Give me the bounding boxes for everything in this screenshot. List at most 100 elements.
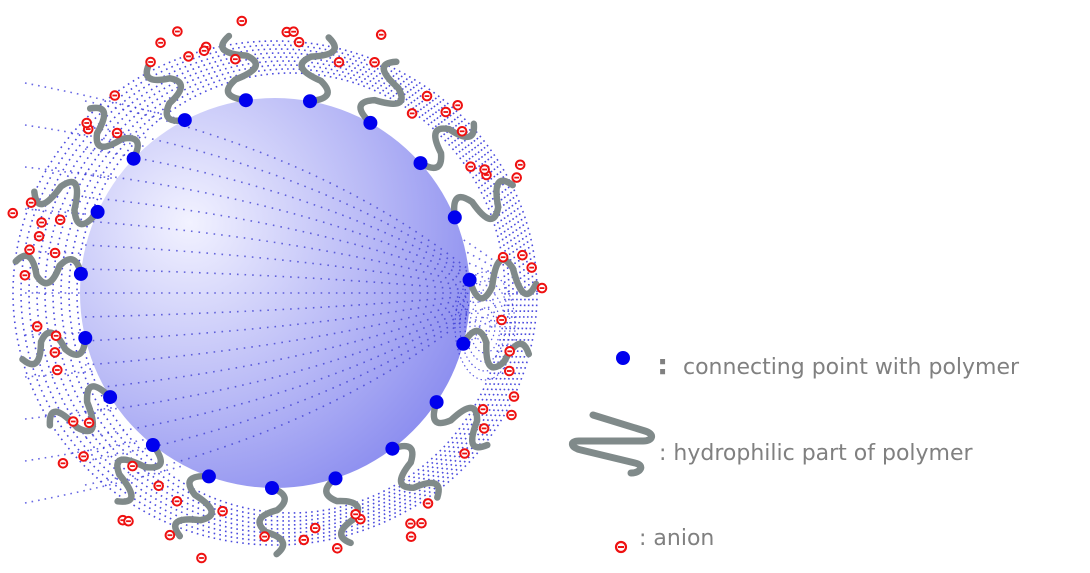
anion-mark: [511, 172, 522, 183]
legend-connect-label: connecting point with polymer: [683, 355, 1020, 380]
core-meridian: [84, 196, 469, 282]
connecting-point: [90, 204, 105, 219]
anion-mark: [506, 409, 517, 421]
anion-mark: [536, 282, 548, 294]
polymer-chain: [172, 472, 215, 540]
polymer-chain: [19, 329, 89, 368]
polymer-chain: [450, 177, 516, 222]
anion-mark: [49, 347, 61, 358]
anion-mark: [496, 314, 507, 326]
anion-mark: [198, 45, 210, 57]
polymer-chain: [143, 61, 189, 124]
anion-mark: [127, 460, 138, 472]
anion-mark: [33, 231, 45, 242]
polymer-chain-icon: [569, 411, 655, 477]
anion-mark: [217, 505, 228, 517]
connecting-point: [462, 272, 477, 287]
anion-mark: [504, 346, 515, 357]
pole-ring: [469, 298, 501, 354]
anion-mark: [421, 90, 433, 102]
legend-polymer: : hydrophilic part of polymer: [565, 405, 1075, 480]
core-meridian: [84, 310, 469, 438]
anion-mark: [155, 37, 166, 49]
anion-mark: [25, 197, 37, 208]
connecting-point: [73, 266, 88, 281]
anion-mark: [375, 29, 387, 40]
polymer-chains: [12, 32, 540, 558]
anion-mark: [49, 247, 61, 259]
anion-mark: [111, 127, 123, 139]
anion-mark: [517, 249, 528, 261]
anion-mark: [288, 26, 299, 37]
blue-dot-icon: [616, 351, 630, 365]
anion-mark: [67, 416, 79, 427]
anion-mark: [230, 53, 241, 65]
polymer-chain: [323, 475, 362, 547]
anion-mark: [19, 270, 31, 281]
anion-mark: [172, 26, 183, 37]
pole-ring: [479, 316, 491, 336]
core-meridian: [84, 244, 469, 288]
polymer-chain: [114, 441, 164, 505]
connecting-point: [456, 336, 471, 351]
anion-mark: [183, 51, 194, 62]
connecting-points: [73, 93, 477, 495]
anion-icon: [614, 540, 628, 554]
connecting-point: [177, 113, 192, 128]
anion-mark: [526, 262, 537, 273]
connecting-point: [363, 115, 378, 130]
anion-mark: [123, 515, 134, 527]
legend-anion-label: : anion: [639, 526, 715, 551]
anion-mark: [36, 217, 47, 228]
anion-mark: [81, 117, 92, 129]
anion-mark: [298, 534, 310, 546]
anion-mark: [145, 56, 156, 68]
anion-mark: [440, 106, 452, 118]
connecting-point: [429, 395, 444, 410]
polymer-chain: [219, 32, 259, 104]
polymer-chain: [460, 327, 533, 371]
anion-mark: [332, 543, 343, 554]
connecting-point: [413, 156, 428, 171]
polymer-chain: [430, 398, 491, 451]
polymer-chain: [12, 252, 85, 287]
anion-mark: [7, 207, 19, 219]
anion-mark: [78, 451, 89, 462]
legend-connect: : connecting point with polymer: [565, 348, 1075, 388]
core-meridian: [84, 307, 469, 414]
polymer-chain: [389, 442, 442, 501]
pole-ring: [454, 271, 516, 381]
anion-mark: [153, 480, 164, 492]
anion-mark: [477, 404, 489, 415]
anion-mark: [479, 164, 490, 175]
connecting-point: [303, 94, 317, 109]
connecting-point: [238, 93, 253, 108]
shell-ring: [76, 72, 506, 514]
shell-ring: [52, 60, 518, 526]
anion-mark: [406, 108, 418, 119]
connecting-point: [201, 469, 216, 484]
anion-mark: [293, 36, 305, 48]
anion-mark: [50, 330, 62, 342]
shell-ring: [12, 40, 538, 546]
anion-mark: [350, 509, 361, 520]
connecting-point: [103, 390, 118, 405]
anion-mark: [369, 57, 380, 68]
anion-mark: [57, 458, 69, 469]
connecting-point: [447, 210, 462, 225]
anion-mark: [109, 90, 121, 101]
anion-mark: [508, 391, 520, 402]
anion-mark: [465, 161, 476, 172]
anion-mark: [333, 56, 345, 68]
shell-ring: [68, 68, 510, 518]
anion-mark: [456, 126, 468, 137]
polymer-chain: [86, 104, 141, 162]
anion-mark: [514, 159, 526, 171]
core-meridian: [84, 124, 469, 273]
anion-mark: [259, 531, 270, 542]
legend-anion: : anion: [565, 525, 865, 565]
core-dotted-meridians: [84, 100, 516, 486]
micelle-diagram: [7, 15, 548, 564]
core-meridian: [84, 316, 469, 486]
core-meridian: [84, 313, 469, 462]
